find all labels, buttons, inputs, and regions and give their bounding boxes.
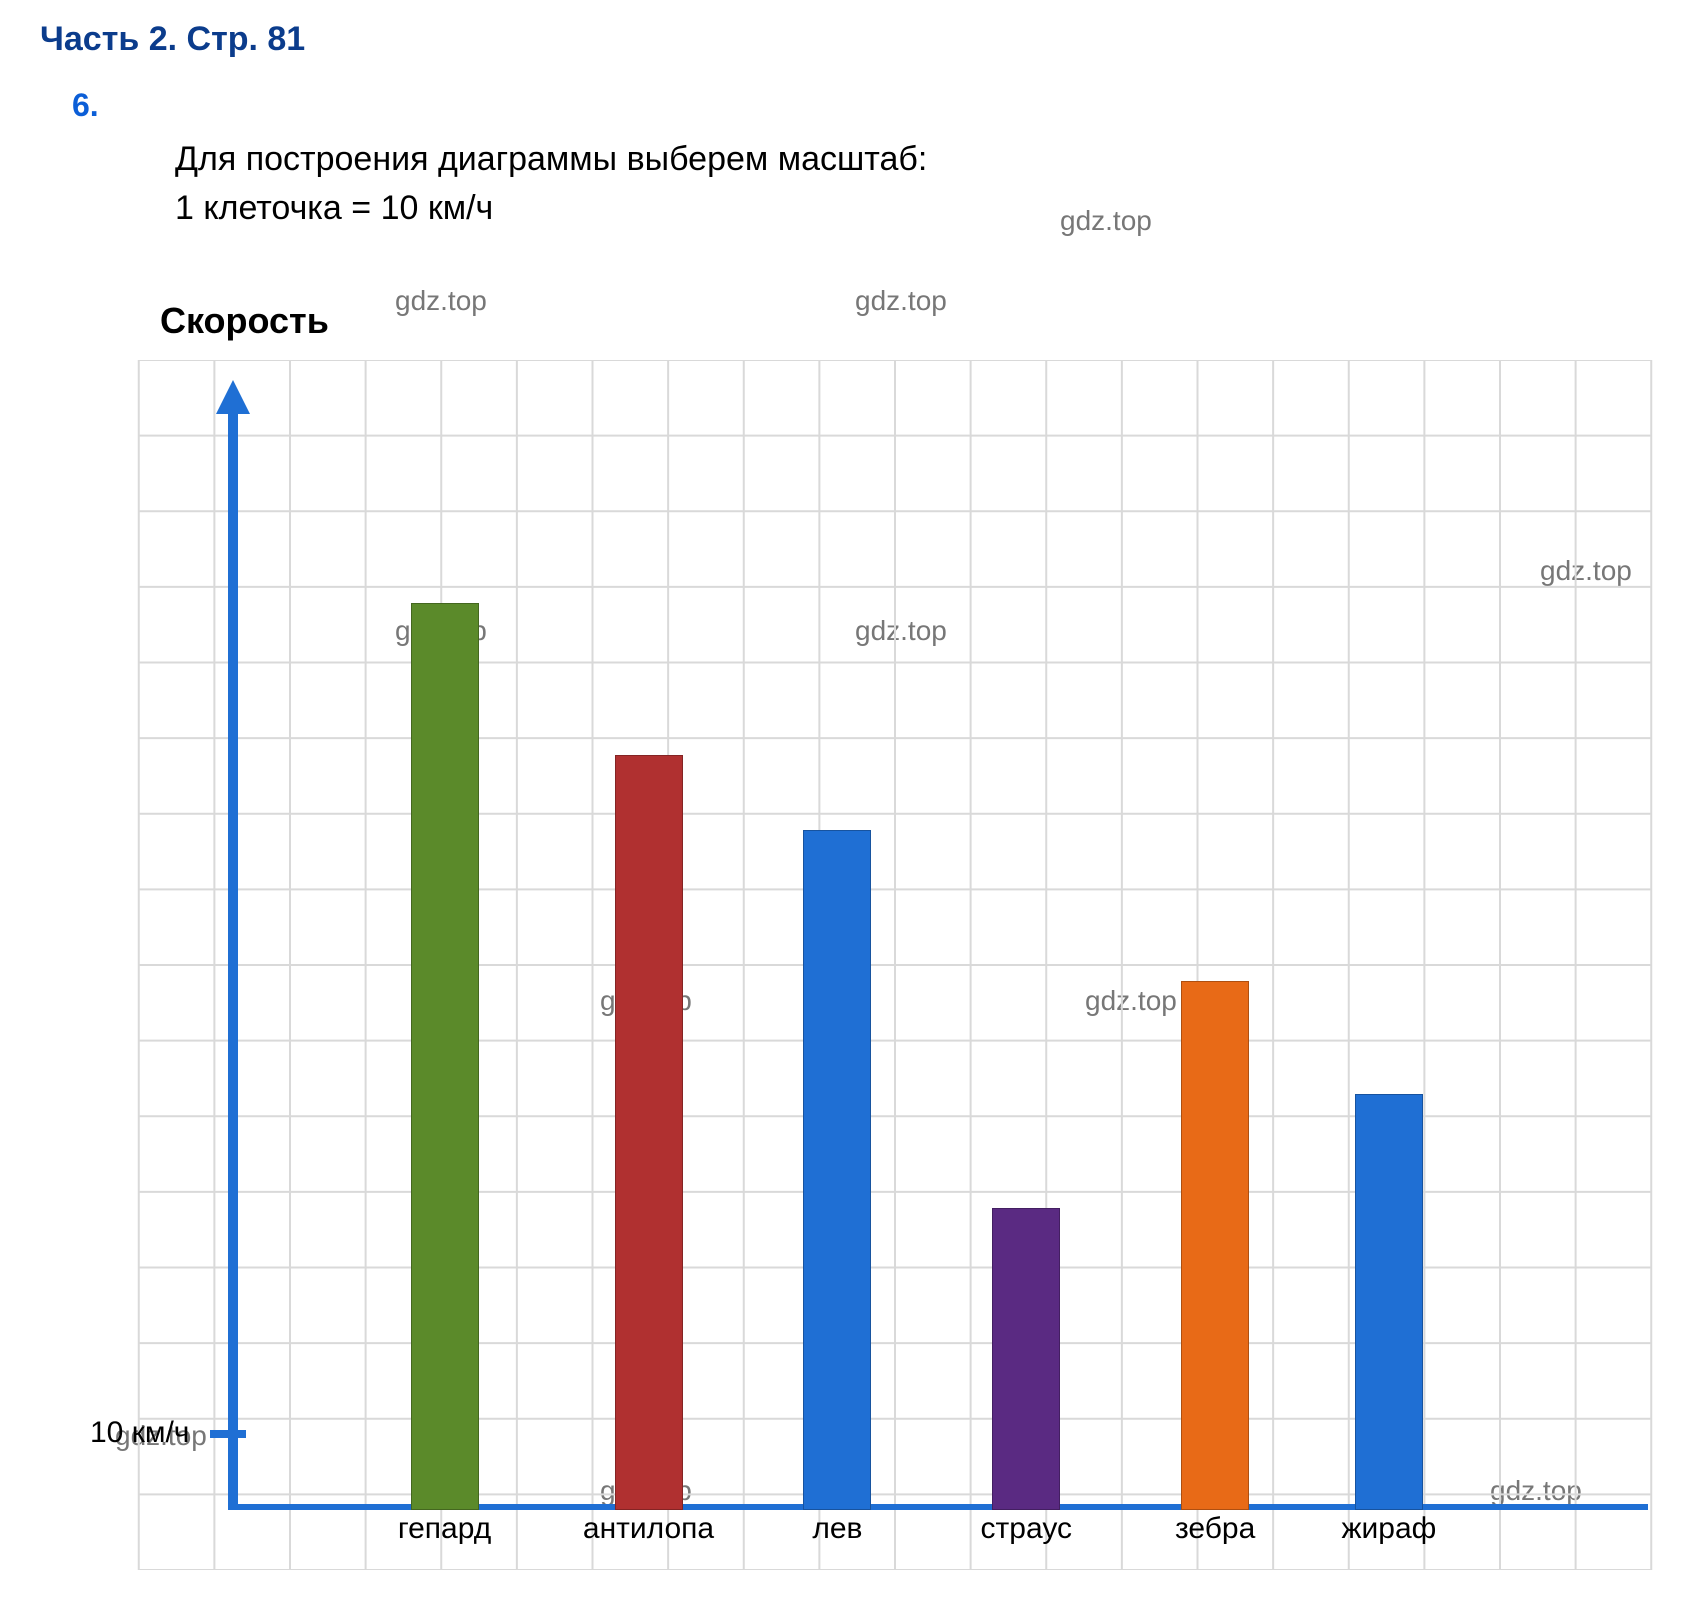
chart-grid xyxy=(120,360,1670,1570)
bar xyxy=(803,830,871,1510)
bar xyxy=(992,1208,1060,1510)
bar xyxy=(615,755,683,1511)
watermark-text: gdz.top xyxy=(1060,205,1152,237)
category-label: страус xyxy=(981,1512,1072,1546)
question-number: 6. xyxy=(72,87,305,124)
category-label: гепард xyxy=(398,1512,491,1546)
intro-line-1: Для построения диаграммы выберем масштаб… xyxy=(175,140,927,179)
bar xyxy=(411,603,479,1510)
intro-text: Для построения диаграммы выберем масштаб… xyxy=(175,140,927,228)
bar xyxy=(1355,1094,1423,1510)
category-label: зебра xyxy=(1175,1512,1255,1546)
y-axis-arrow-icon xyxy=(216,380,250,414)
y-axis-title: Скорость xyxy=(160,300,329,342)
category-label: лев xyxy=(812,1512,862,1546)
bar xyxy=(1181,981,1249,1510)
page-title: Часть 2. Стр. 81 xyxy=(40,20,305,59)
y-tick-mark xyxy=(210,1430,246,1438)
category-label: антилопа xyxy=(583,1512,714,1546)
y-tick-label: 10 км/ч xyxy=(90,1416,189,1450)
chart-area: Скорость гепард антилопа лев страус зебра жир… xyxy=(120,300,1670,1580)
category-label: жираф xyxy=(1341,1512,1436,1546)
y-axis-line xyxy=(228,405,238,1510)
page-header: Часть 2. Стр. 81 6. xyxy=(40,20,305,124)
intro-line-2: 1 клеточка = 10 км/ч xyxy=(175,189,927,228)
